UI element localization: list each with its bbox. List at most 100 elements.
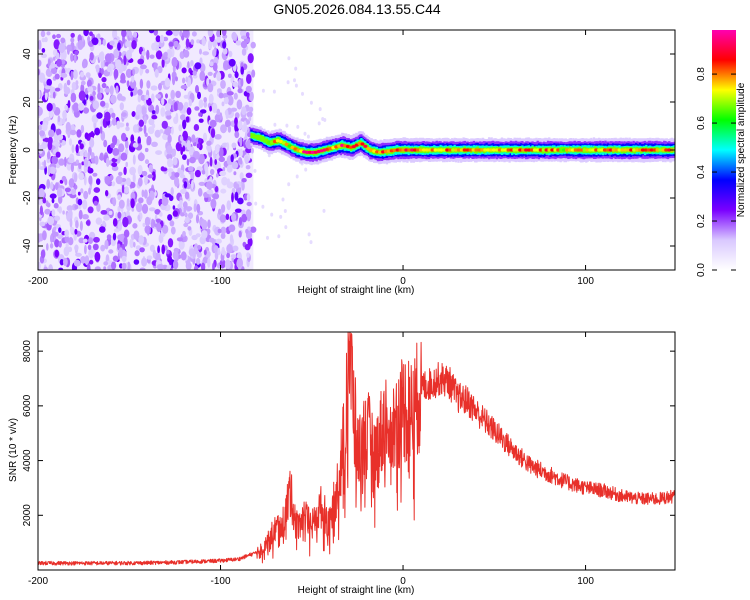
noise-blob [125, 126, 130, 132]
signal-peak [535, 148, 540, 152]
signal-peak [413, 148, 418, 152]
noise-blob [206, 78, 210, 86]
noise-blob [208, 237, 215, 243]
signal-peak [462, 148, 467, 152]
signal-peak [486, 148, 491, 152]
noise-blob [161, 197, 169, 206]
noise-blob [41, 53, 47, 58]
noise-blob [182, 77, 186, 84]
noise-blob [96, 178, 101, 186]
noise-blob [170, 187, 174, 196]
noise-blob [203, 97, 207, 103]
noise-blob [183, 49, 190, 58]
signal-peak [456, 148, 461, 152]
noise-blob [228, 58, 236, 67]
noise-blob [52, 231, 59, 237]
noise-blob [213, 245, 219, 253]
noise-blob [198, 137, 202, 144]
y-tick-label: 8000 [22, 340, 33, 363]
signal-peak [383, 149, 388, 154]
noise-speck [287, 182, 291, 187]
noise-blob [245, 228, 249, 234]
signal-peak [635, 148, 639, 152]
noise-speck [309, 240, 313, 245]
noise-blob [92, 172, 98, 177]
noise-blob [229, 234, 234, 244]
noise-blob [108, 249, 114, 254]
noise-blob [214, 185, 219, 193]
noise-blob [239, 172, 244, 180]
noise-blob [129, 238, 134, 249]
signal-peak [436, 148, 441, 152]
noise-blob [188, 146, 195, 153]
noise-blob [167, 168, 174, 173]
noise-blob [87, 86, 94, 93]
noise-blob [155, 50, 163, 60]
noise-blob [119, 102, 125, 111]
noise-blob [53, 56, 56, 61]
noise-blob [245, 38, 250, 43]
signal-peak [275, 139, 280, 143]
heatmap-x-axis-label: Height of straight line (km) [298, 285, 415, 296]
noise-blob [104, 111, 111, 122]
noise-blob [80, 256, 86, 264]
noise-blob [54, 239, 60, 248]
noise-blob [38, 233, 42, 243]
noise-blob [92, 90, 96, 96]
noise-blob [132, 154, 136, 165]
noise-blob [214, 159, 217, 165]
noise-blob [68, 237, 74, 246]
noise-blob [86, 263, 91, 270]
noise-blob [243, 194, 248, 201]
colorbar-scale [712, 30, 736, 270]
noise-blob [142, 222, 146, 227]
noise-blob [209, 156, 213, 167]
noise-blob [172, 260, 179, 270]
noise-blob [155, 104, 160, 115]
signal-peak [454, 148, 458, 152]
noise-blob [146, 196, 153, 206]
snr-x-axis-label: Height of straight line (km) [298, 585, 415, 596]
signal-peak [541, 148, 546, 152]
noise-blob [58, 158, 65, 166]
noise-blob [175, 112, 179, 123]
noise-blob [175, 141, 182, 152]
signal-peak [629, 148, 634, 152]
noise-blob [245, 85, 252, 93]
noise-blob [133, 31, 138, 38]
noise-blob [74, 184, 78, 190]
noise-blob [181, 67, 187, 74]
noise-blob [209, 105, 213, 112]
noise-blob [192, 70, 197, 76]
signal-peak [547, 148, 552, 152]
noise-blob [69, 226, 75, 233]
noise-blob [161, 120, 168, 129]
noise-blob [145, 68, 150, 74]
noise-blob [49, 243, 54, 249]
noise-blob [233, 183, 240, 189]
signal-peak [509, 148, 514, 152]
noise-blob [74, 50, 79, 56]
noise-blob [221, 30, 227, 36]
noise-blob [118, 143, 125, 153]
noise-blob [231, 31, 237, 41]
noise-blob [117, 234, 124, 241]
noise-blob [237, 120, 243, 130]
noise-blob [140, 94, 146, 101]
noise-blob [226, 252, 231, 259]
noise-blob [214, 226, 221, 236]
noise-blob [243, 120, 247, 131]
noise-blob [250, 147, 254, 154]
signal-peak [661, 148, 666, 152]
heatmap-y-axis: 40 20 0 -20 -40 [22, 48, 675, 253]
noise-blob [209, 119, 217, 128]
noise-blob [183, 101, 189, 109]
noise-blob [71, 188, 76, 196]
noise-blob [108, 210, 113, 215]
noise-blob [79, 220, 83, 231]
signal-peak [667, 148, 672, 152]
noise-blob [228, 50, 233, 58]
signal-peak [363, 144, 368, 148]
noise-blob [245, 209, 252, 219]
x-tick-label: 0 [400, 576, 406, 587]
